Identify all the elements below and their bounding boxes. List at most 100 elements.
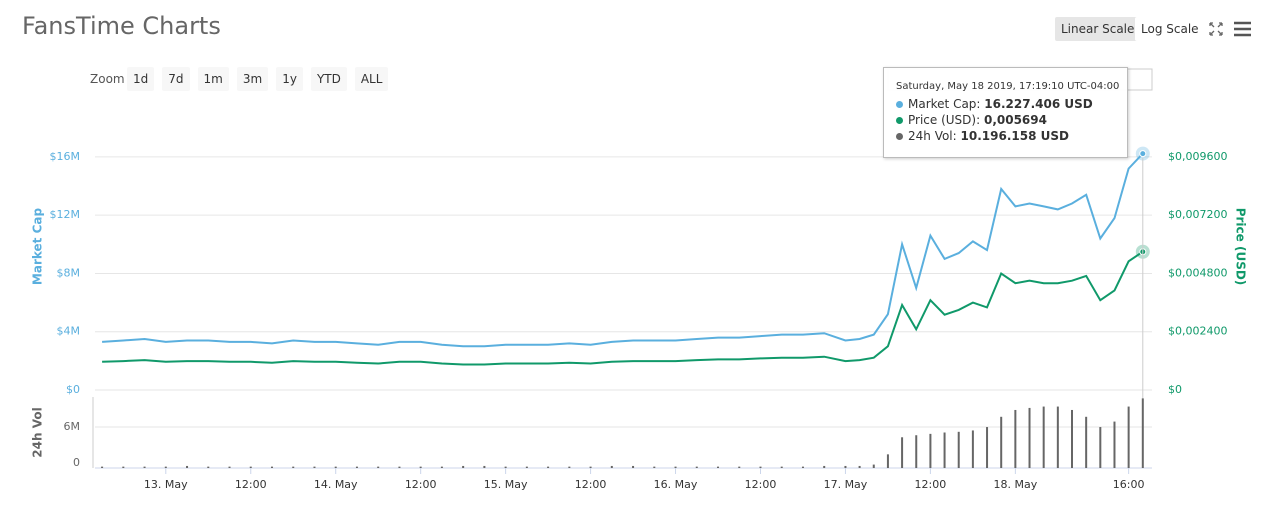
y-tick-label: $16M	[50, 150, 81, 163]
volume-bar	[780, 466, 783, 468]
volume-bar	[440, 466, 443, 468]
y-tick-label: $8M	[57, 266, 81, 279]
volume-bar	[901, 437, 904, 468]
x-tick-label: 16:00	[1113, 478, 1145, 491]
volume-bar	[1042, 406, 1045, 468]
zoom-button[interactable]: YTD	[310, 67, 347, 91]
volume-bar	[483, 465, 486, 468]
volume-bar	[653, 466, 656, 468]
volume-bar	[547, 466, 550, 468]
y2-tick-label: $0,007200	[1168, 208, 1228, 221]
volume-bar	[589, 466, 592, 468]
scale-button[interactable]: Linear Scale	[1055, 17, 1141, 41]
volume-bar	[164, 466, 167, 468]
tooltip-dot	[896, 101, 903, 108]
volume-bar	[228, 466, 231, 468]
tooltip-dot	[896, 133, 903, 140]
y-axis-title: Market Cap	[31, 208, 45, 286]
volume-bar	[377, 466, 380, 468]
volume-bar	[915, 435, 918, 468]
volume-bar	[1141, 398, 1144, 468]
tooltip-row: Market Cap: 16.227.406 USD	[896, 97, 1093, 111]
zoom-button[interactable]: 7d	[162, 67, 190, 91]
volume-bar	[844, 465, 847, 468]
x-tick-label: 12:00	[235, 478, 267, 491]
volume-bar	[674, 466, 677, 468]
tooltip-label: Market Cap:	[908, 97, 981, 111]
volume-bar	[971, 430, 974, 468]
volume-bar	[1014, 409, 1017, 468]
scale-button[interactable]: Log Scale	[1135, 17, 1205, 41]
volume-bar	[610, 465, 613, 468]
y-tick-label: 0	[73, 456, 80, 469]
volume-bar	[101, 466, 104, 468]
series-line	[102, 250, 1144, 366]
volume-bar	[525, 466, 528, 468]
zoom-button[interactable]: 1d	[127, 67, 155, 91]
volume-bar	[1099, 427, 1102, 468]
x-tick-label: 14. May	[314, 478, 358, 491]
y2-tick-label: $0,004800	[1168, 266, 1228, 279]
x-tick-label: 12:00	[575, 478, 607, 491]
volume-bar	[249, 466, 252, 468]
tooltip-row: 24h Vol: 10.196.158 USD	[896, 129, 1069, 143]
volume-bar	[858, 465, 861, 468]
volume-bar	[1028, 407, 1031, 468]
fullscreen-icon[interactable]	[1209, 22, 1223, 36]
y2-axis-title: Price (USD)	[1234, 208, 1248, 286]
volume-bar	[801, 466, 804, 468]
volume-bar	[568, 466, 571, 468]
volume-bar	[292, 466, 295, 468]
volume-bar	[398, 466, 401, 468]
volume-bar	[957, 431, 960, 468]
zoom-button[interactable]: 1m	[197, 67, 229, 91]
volume-bar	[986, 427, 989, 468]
tooltip-date: Saturday, May 18 2019, 17:19:10 UTC-04:0…	[896, 81, 1120, 92]
zoom-button[interactable]: 1y	[276, 67, 303, 91]
y2-tick-label: $0,009600	[1168, 150, 1228, 163]
volume-bar	[143, 466, 146, 468]
tooltip-label: Price (USD):	[908, 113, 981, 127]
zoom-button[interactable]: ALL	[354, 67, 389, 91]
volume-bar	[759, 466, 762, 468]
volume-bar	[695, 466, 698, 468]
volume-bar	[717, 466, 720, 468]
volume-bar	[1056, 406, 1059, 468]
volume-bar	[943, 432, 946, 468]
volume-bar	[1085, 416, 1088, 468]
volume-bar	[122, 466, 125, 468]
tooltip-row: Price (USD): 0,005694	[896, 113, 1047, 127]
x-tick-label: 12:00	[745, 478, 777, 491]
series-line	[102, 152, 1144, 348]
menu-icon[interactable]	[1234, 21, 1251, 37]
volume-bar	[929, 433, 932, 468]
y2-tick-label: $0,002400	[1168, 325, 1228, 338]
volume-bar	[462, 465, 465, 468]
x-tick-label: 15. May	[484, 478, 528, 491]
y-tick-label: 6M	[64, 420, 81, 433]
volume-bar	[1070, 409, 1073, 468]
volume-bar	[632, 465, 635, 468]
x-tick-label: 16. May	[654, 478, 698, 491]
volume-bar	[270, 466, 273, 468]
page-title: FansTime Charts	[22, 12, 221, 40]
volume-bar	[886, 454, 889, 468]
y-tick-label: $4M	[57, 325, 81, 338]
x-tick-label: 17. May	[824, 478, 868, 491]
zoom-button[interactable]: 3m	[236, 67, 269, 91]
zoom-label: Zoom	[90, 72, 125, 86]
tooltip-value: 10.196.158 USD	[960, 129, 1069, 143]
volume-bar	[738, 466, 741, 468]
volume-bar	[313, 466, 316, 468]
volume-bar	[1000, 416, 1003, 468]
x-tick-label: 12:00	[405, 478, 437, 491]
x-tick-label: 18. May	[993, 478, 1037, 491]
y-tick-label: $12M	[50, 208, 81, 221]
y-axis-title: 24h Vol	[31, 407, 45, 457]
volume-bar	[419, 466, 422, 468]
volume-bar	[872, 464, 875, 468]
tooltip-dot	[896, 117, 903, 124]
x-tick-label: 13. May	[144, 478, 188, 491]
